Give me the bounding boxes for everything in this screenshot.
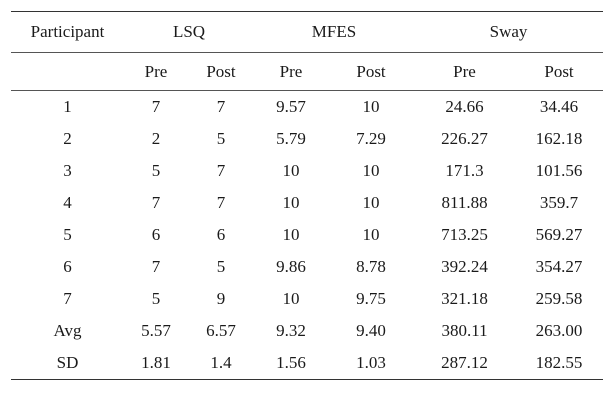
table-row: 5 6 6 10 10 713.25 569.27 (11, 219, 603, 251)
cell-lsq-pre: 2 (151, 129, 161, 148)
cell-mfes-post: 8.78 (356, 257, 386, 276)
cell-participant: 5 (63, 225, 72, 244)
cell-lsq-post: 7 (188, 90, 254, 123)
cell-lsq-pre: 5 (151, 289, 161, 308)
subheader-lsq-pre: Pre (124, 52, 188, 91)
table-row: 2 2 5 5.79 7.29 226.27 162.18 (11, 123, 603, 155)
cell-sway-pre: 380.11 (441, 321, 488, 340)
table-row-average: Avg 5.57 6.57 9.32 9.40 380.11 263.00 (11, 315, 603, 347)
cell-sway-pre: 171.3 (445, 161, 484, 180)
cell-lsq-post: 9 (216, 289, 226, 308)
cell-mfes-post: 10 (362, 193, 380, 212)
cell-lsq-post: 7 (216, 193, 226, 212)
cell-sway-post: 263.00 (535, 321, 583, 340)
cell-sway-post: 359.7 (539, 193, 579, 212)
cell-participant: 4 (63, 193, 72, 212)
cell-lsq-pre: 7 (151, 193, 161, 212)
data-table-container: Participant LSQ MFES Sway Pre Post Pre P… (11, 11, 604, 380)
cell-participant: Avg (53, 321, 82, 340)
cell-sway-pre: 226.27 (441, 129, 488, 148)
table-row: 6 7 5 9.86 8.78 392.24 354.27 (11, 251, 603, 283)
cell-sway-pre: 392.24 (441, 257, 488, 276)
cell-sway-pre: 321.18 (441, 289, 488, 308)
table-body: 1 7 7 9.57 10 24.66 34.46 2 2 5 5.79 7.2… (11, 90, 604, 380)
cell-mfes-post: 9.40 (356, 321, 386, 340)
cell-lsq-pre: 7 (124, 90, 188, 123)
cell-lsq-pre: 7 (151, 257, 161, 276)
header-row-subheaders: Pre Post Pre Post Pre Post (11, 52, 604, 91)
cell-lsq-post: 7 (216, 161, 226, 180)
cell-lsq-pre: 5 (151, 161, 161, 180)
cell-mfes-pre: 10 (282, 193, 300, 212)
table-row: 7 5 9 10 9.75 321.18 259.58 (11, 283, 603, 315)
cell-sway-pre: 811.88 (441, 193, 488, 212)
subheader-mfes-pre: Pre (254, 52, 328, 91)
cell-sway-post: 182.55 (515, 347, 604, 380)
cell-mfes-post: 10 (328, 90, 415, 123)
cell-participant: 7 (63, 289, 72, 308)
table-row-sd: SD 1.81 1.4 1.56 1.03 287.12 182.55 (11, 347, 604, 380)
table-row: 4 7 7 10 10 811.88 359.7 (11, 187, 603, 219)
subheader-sway-pre: Pre (414, 52, 516, 91)
cell-lsq-post: 5 (216, 129, 226, 148)
cell-participant: 6 (63, 257, 72, 276)
cell-lsq-post: 6 (216, 225, 226, 244)
cell-sway-pre: 287.12 (414, 347, 516, 380)
cell-participant: SD (11, 347, 124, 380)
cell-mfes-post: 10 (362, 161, 380, 180)
header-group-sway: Sway (414, 11, 604, 53)
cell-sway-post: 569.27 (535, 225, 583, 244)
cell-sway-post: 34.46 (515, 90, 604, 123)
cell-lsq-pre: 1.81 (124, 347, 188, 380)
header-empty-cell (11, 52, 124, 91)
cell-mfes-pre: 9.86 (276, 257, 306, 276)
cell-mfes-pre: 10 (282, 289, 300, 308)
subheader-sway-post: Post (515, 52, 604, 91)
header-group-lsq: LSQ (124, 11, 254, 53)
header-row-groups: Participant LSQ MFES Sway (11, 11, 604, 53)
cell-sway-pre: 713.25 (441, 225, 488, 244)
cell-lsq-post: 1.4 (188, 347, 254, 380)
cell-mfes-pre: 1.56 (254, 347, 328, 380)
cell-mfes-post: 9.75 (356, 289, 386, 308)
cell-lsq-post: 6.57 (206, 321, 236, 340)
cell-participant: 3 (63, 161, 72, 180)
cell-lsq-post: 5 (216, 257, 226, 276)
cell-sway-post: 101.56 (535, 161, 583, 180)
cell-mfes-pre: 10 (282, 161, 300, 180)
cell-sway-post: 162.18 (535, 129, 583, 148)
cell-participant: 2 (63, 129, 72, 148)
cell-mfes-post: 10 (362, 225, 380, 244)
table-row: 3 5 7 10 10 171.3 101.56 (11, 155, 603, 187)
participant-results-table: Participant LSQ MFES Sway Pre Post Pre P… (11, 11, 604, 380)
cell-sway-pre: 24.66 (414, 90, 516, 123)
cell-mfes-pre: 9.57 (254, 90, 328, 123)
cell-mfes-pre: 10 (282, 225, 300, 244)
cell-mfes-pre: 5.79 (276, 129, 306, 148)
cell-mfes-post: 7.29 (356, 129, 386, 148)
header-participant: Participant (11, 11, 124, 53)
cell-lsq-pre: 6 (151, 225, 161, 244)
cell-participant: 1 (11, 90, 124, 123)
cell-lsq-pre: 5.57 (141, 321, 171, 340)
subheader-lsq-post: Post (188, 52, 254, 91)
cell-mfes-pre: 9.32 (276, 321, 306, 340)
table-row: 1 7 7 9.57 10 24.66 34.46 (11, 90, 604, 123)
cell-sway-post: 354.27 (535, 257, 583, 276)
cell-sway-post: 259.58 (535, 289, 583, 308)
header-group-mfes: MFES (254, 11, 415, 53)
subheader-mfes-post: Post (328, 52, 415, 91)
cell-mfes-post: 1.03 (328, 347, 415, 380)
